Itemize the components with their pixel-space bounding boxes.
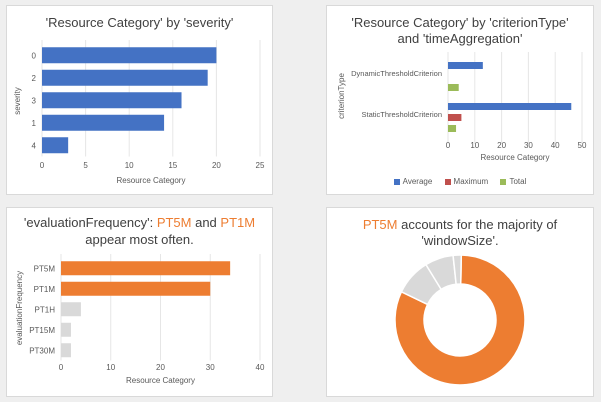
title-text: accounts for the majority of — [397, 217, 558, 232]
legend-item-total: Total — [500, 177, 526, 186]
title-text: and — [191, 215, 221, 230]
legend-swatch — [393, 178, 400, 185]
chart-title-line-2: 'windowSize'. — [421, 233, 499, 248]
bar-average-dynamic — [448, 62, 483, 69]
x-tick-label: 20 — [497, 141, 506, 150]
chart-title-line-1: 'Resource Category' by 'criterionType' — [351, 15, 569, 30]
y-axis-label: evaluationFrequency — [15, 271, 24, 345]
chart-title: 'Resource Category' by 'severity' — [45, 15, 234, 30]
x-tick-label: 40 — [256, 363, 265, 372]
x-tick-label: 50 — [578, 141, 587, 150]
title-highlight: PT5M — [362, 217, 398, 232]
y-axis-label: severity — [13, 87, 22, 115]
bar-total-dynamic — [448, 84, 459, 91]
x-axis-label: Resource Category — [481, 153, 550, 162]
y-tick-label: StaticThresholdCriterion — [362, 110, 442, 119]
evaluation-frequency-chart-card: 'evaluationFrequency': PT5M and PT1M app… — [6, 207, 273, 397]
legend-swatch — [444, 178, 451, 185]
x-axis-label: Resource Category — [126, 376, 195, 385]
bar-maximum-static — [448, 114, 462, 121]
bar-severity-3 — [42, 92, 182, 109]
y-tick-label: 0 — [32, 51, 37, 60]
bar-severity-2 — [42, 69, 208, 86]
criterion-type-bar-chart: 0 10 20 30 40 50 Resource Category criterionTyp… — [337, 52, 587, 162]
x-tick-label: 0 — [59, 363, 64, 372]
y-tick-label: 4 — [32, 141, 37, 150]
chart-title-line-2: appear most often. — [85, 232, 194, 247]
bar-average-static — [448, 103, 572, 110]
legend-label: Total — [509, 177, 527, 186]
x-tick-label: 30 — [206, 363, 215, 372]
y-tick-label: PT5M — [34, 264, 56, 273]
x-tick-label: 5 — [83, 161, 88, 170]
legend-swatch — [500, 178, 507, 185]
window-size-chart-card: PT5M accounts for the majority of 'windo… — [326, 207, 594, 397]
donut-slice-3 — [452, 254, 463, 286]
donut-slice-0 — [394, 254, 526, 386]
x-tick-label: 40 — [551, 141, 560, 150]
x-tick-label: 20 — [212, 161, 221, 170]
y-axis-label: criterionType — [337, 73, 346, 119]
legend-label: Maximum — [453, 177, 489, 186]
chart-title-line-1: 'evaluationFrequency': PT5M and PT1M — [7, 215, 272, 231]
y-tick-label: 2 — [32, 74, 37, 83]
legend: Average Maximum Total — [327, 177, 593, 186]
bar-total-static — [448, 125, 457, 132]
x-tick-label: 25 — [256, 161, 265, 170]
y-tick-label: PT30M — [29, 346, 55, 355]
x-axis-label: Resource Category — [117, 176, 186, 185]
window-size-donut-chart — [394, 254, 526, 386]
bar-severity-1 — [42, 114, 165, 131]
legend-item-average: Average — [393, 177, 433, 186]
y-tick-label: PT1M — [34, 285, 56, 294]
legend-label: Average — [402, 177, 433, 186]
y-tick-label: 1 — [32, 119, 37, 128]
y-tick-label: PT15M — [29, 326, 55, 335]
bar-severity-0 — [42, 47, 217, 64]
title-text: 'evaluationFrequency': — [23, 215, 157, 230]
title-highlight: PT5M — [156, 215, 192, 230]
title-highlight: PT1M — [220, 215, 256, 230]
y-tick-label: 3 — [32, 96, 37, 105]
x-tick-label: 10 — [125, 161, 134, 170]
evaluation-frequency-bar-chart: 0 10 20 30 40 Resource Category evaluationFreq… — [15, 254, 265, 385]
x-tick-label: 10 — [106, 363, 115, 372]
severity-chart-card: 'Resource Category' by 'severity' 0 5 10 15… — [6, 5, 273, 195]
bar-severity-4 — [42, 137, 69, 154]
bar-pt15m — [61, 322, 71, 337]
severity-bar-chart: 0 5 10 15 20 25 Resource Category severity 0 2 3 1 4 — [13, 40, 265, 185]
x-tick-label: 10 — [470, 141, 479, 150]
x-tick-label: 0 — [40, 161, 45, 170]
y-tick-label: PT1H — [35, 305, 56, 314]
bar-pt5m — [61, 261, 231, 276]
y-tick-label: DynamicThresholdCriterion — [351, 69, 442, 78]
bar-pt1m — [61, 281, 211, 296]
chart-title-line-2: and 'timeAggregation' — [397, 31, 523, 46]
chart-title-line-1: PT5M accounts for the majority of — [327, 217, 593, 233]
bar-pt30m — [61, 343, 71, 358]
bar-pt1h — [61, 302, 81, 317]
x-tick-label: 0 — [446, 141, 451, 150]
criterion-type-chart-card: 'Resource Category' by 'criterionType' a… — [326, 5, 594, 195]
x-tick-label: 15 — [168, 161, 177, 170]
x-tick-label: 20 — [156, 363, 165, 372]
legend-item-maximum: Maximum — [444, 177, 489, 186]
x-tick-label: 30 — [524, 141, 533, 150]
